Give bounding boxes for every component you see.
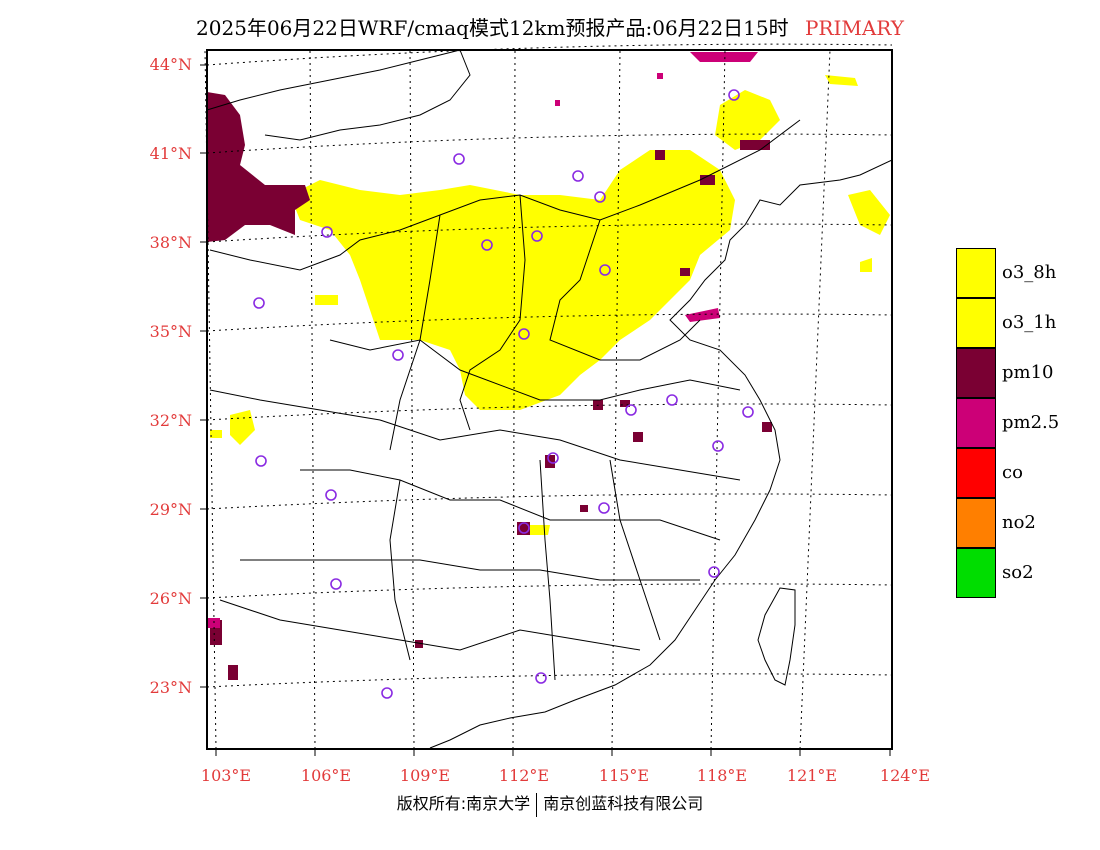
o3-region-hunan — [530, 525, 550, 535]
station-marker — [625, 404, 637, 416]
lon-line-115 — [611, 49, 621, 750]
legend-swatch — [956, 548, 996, 598]
station-marker — [325, 489, 337, 501]
lat-label: 26°N — [150, 589, 192, 608]
lon-label: 112°E — [499, 766, 549, 785]
station-marker — [255, 455, 267, 467]
lon-label: 109°E — [400, 766, 450, 785]
lon-label: 121°E — [787, 766, 837, 785]
footer-divider — [536, 792, 538, 817]
station-marker — [594, 191, 606, 203]
stations-layer — [253, 89, 754, 699]
station-marker — [547, 452, 559, 464]
lon-line-121 — [799, 49, 831, 750]
lon-label: 115°E — [599, 766, 649, 785]
axis-ticks — [200, 64, 891, 756]
taiwan-island — [757, 587, 796, 686]
lat-line-29 — [206, 493, 893, 510]
lat-label: 38°N — [150, 233, 192, 252]
lon-label: 118°E — [697, 766, 747, 785]
lat-label: 41°N — [150, 144, 192, 163]
legend-label: o3_8h — [1002, 262, 1057, 283]
boundaries-layer — [206, 49, 893, 749]
legend-label: o3_1h — [1002, 312, 1057, 333]
lat-label: 29°N — [150, 500, 192, 519]
lon-line-109 — [409, 49, 415, 750]
legend-swatch — [956, 498, 996, 548]
station-marker — [253, 297, 265, 309]
o3-region-east — [848, 190, 890, 235]
station-marker — [330, 578, 342, 590]
lat-label: 23°N — [150, 678, 192, 697]
lat-label: 32°N — [150, 411, 192, 430]
lat-label: 35°N — [150, 322, 192, 341]
o3-region-northeast — [715, 90, 780, 150]
station-marker — [712, 440, 724, 452]
lat-label: 44°N — [150, 55, 192, 74]
lat-line-32 — [206, 403, 893, 421]
map-title: 2025年06月22日WRF/cmaq模式12km预报产品:06月22日15时 … — [0, 12, 1100, 41]
station-marker — [531, 230, 543, 242]
legend-label: pm10 — [1002, 362, 1054, 383]
copyright-company: 南京创蓝科技有限公司 — [543, 794, 704, 813]
station-marker — [598, 502, 610, 514]
legend-label: co — [1002, 462, 1023, 483]
lat-line-26 — [206, 583, 893, 599]
legend-label: no2 — [1002, 512, 1036, 533]
station-marker — [518, 328, 530, 340]
copyright-owner: 版权所有:南京大学 — [396, 794, 531, 813]
lat-line-23 — [206, 673, 893, 688]
lon-line-118 — [710, 49, 726, 750]
o3-region-sw — [230, 410, 255, 445]
legend-swatch — [956, 298, 996, 348]
station-marker — [518, 522, 530, 534]
station-marker — [321, 226, 333, 238]
station-marker — [392, 349, 404, 361]
pm10-region-west — [207, 92, 310, 242]
lat-labels: 44°N 41°N 38°N 35°N 32°N 29°N 26°N 23°N — [150, 55, 192, 697]
o3-region-north — [290, 150, 735, 410]
legend-swatch — [956, 398, 996, 448]
legend-swatch — [956, 448, 996, 498]
lon-labels: 103°E 106°E 109°E 112°E 115°E 118°E 121°… — [201, 766, 930, 785]
station-marker — [666, 394, 678, 406]
province-boundaries — [206, 49, 801, 681]
pollution-layer — [207, 52, 890, 680]
station-marker — [708, 566, 720, 578]
graticule — [204, 43, 893, 750]
lat-line-35 — [206, 313, 893, 332]
station-marker — [599, 264, 611, 276]
station-marker — [481, 239, 493, 251]
lat-line-38 — [206, 223, 893, 243]
primary-tag: PRIMARY — [804, 16, 904, 40]
lat-line-44 — [206, 43, 893, 66]
lon-line-112 — [512, 49, 516, 750]
station-marker — [453, 153, 465, 165]
legend-swatch — [956, 248, 996, 298]
station-marker — [728, 89, 740, 101]
lon-line-106 — [309, 49, 316, 750]
station-marker — [572, 170, 584, 182]
lon-label: 124°E — [880, 766, 930, 785]
station-marker — [381, 687, 393, 699]
coastline — [429, 159, 893, 749]
lat-line-41 — [206, 133, 893, 154]
legend-label: pm2.5 — [1002, 412, 1060, 433]
legend-label: so2 — [1002, 562, 1034, 583]
map-frame — [206, 49, 893, 750]
station-marker — [535, 672, 547, 684]
title-text: 2025年06月22日WRF/cmaq模式12km预报产品:06月22日15时 — [196, 16, 789, 40]
lon-label: 106°E — [301, 766, 351, 785]
station-marker — [742, 406, 754, 418]
lon-label: 103°E — [201, 766, 251, 785]
legend-swatch — [956, 348, 996, 398]
copyright-footer: 版权所有:南京大学 南京创蓝科技有限公司 — [0, 790, 1100, 817]
